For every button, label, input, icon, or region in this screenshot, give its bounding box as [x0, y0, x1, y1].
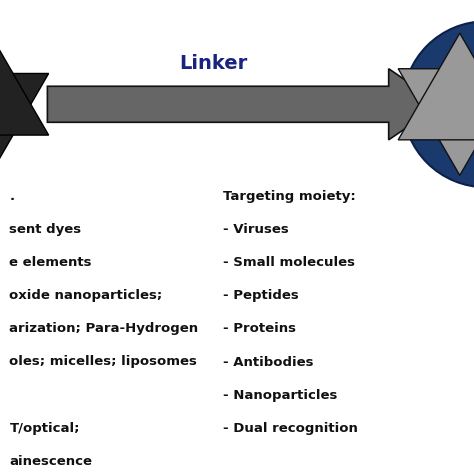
Text: Linker: Linker — [179, 55, 247, 73]
Text: - Antibodies: - Antibodies — [223, 356, 313, 368]
Text: - Proteins: - Proteins — [223, 322, 296, 335]
Text: - Viruses: - Viruses — [223, 223, 289, 236]
Text: oles; micelles; liposomes: oles; micelles; liposomes — [9, 356, 197, 368]
Text: sent dyes: sent dyes — [9, 223, 82, 236]
Text: ainescence: ainescence — [9, 455, 92, 468]
Text: .: . — [9, 190, 15, 202]
Text: - Dual recognition: - Dual recognition — [223, 422, 358, 435]
Text: Targeting moiety:: Targeting moiety: — [223, 190, 356, 202]
Polygon shape — [0, 43, 49, 135]
Text: - Peptides: - Peptides — [223, 289, 299, 302]
Text: T/optical;: T/optical; — [9, 422, 80, 435]
Polygon shape — [398, 33, 474, 140]
Polygon shape — [47, 69, 441, 140]
Text: - Small molecules: - Small molecules — [223, 256, 355, 269]
Polygon shape — [398, 69, 474, 175]
Text: arization; Para-Hydrogen: arization; Para-Hydrogen — [9, 322, 199, 335]
Text: oxide nanoparticles;: oxide nanoparticles; — [9, 289, 163, 302]
Circle shape — [403, 21, 474, 187]
Text: - Nanoparticles: - Nanoparticles — [223, 389, 337, 401]
Polygon shape — [0, 73, 49, 166]
Text: e elements: e elements — [9, 256, 92, 269]
